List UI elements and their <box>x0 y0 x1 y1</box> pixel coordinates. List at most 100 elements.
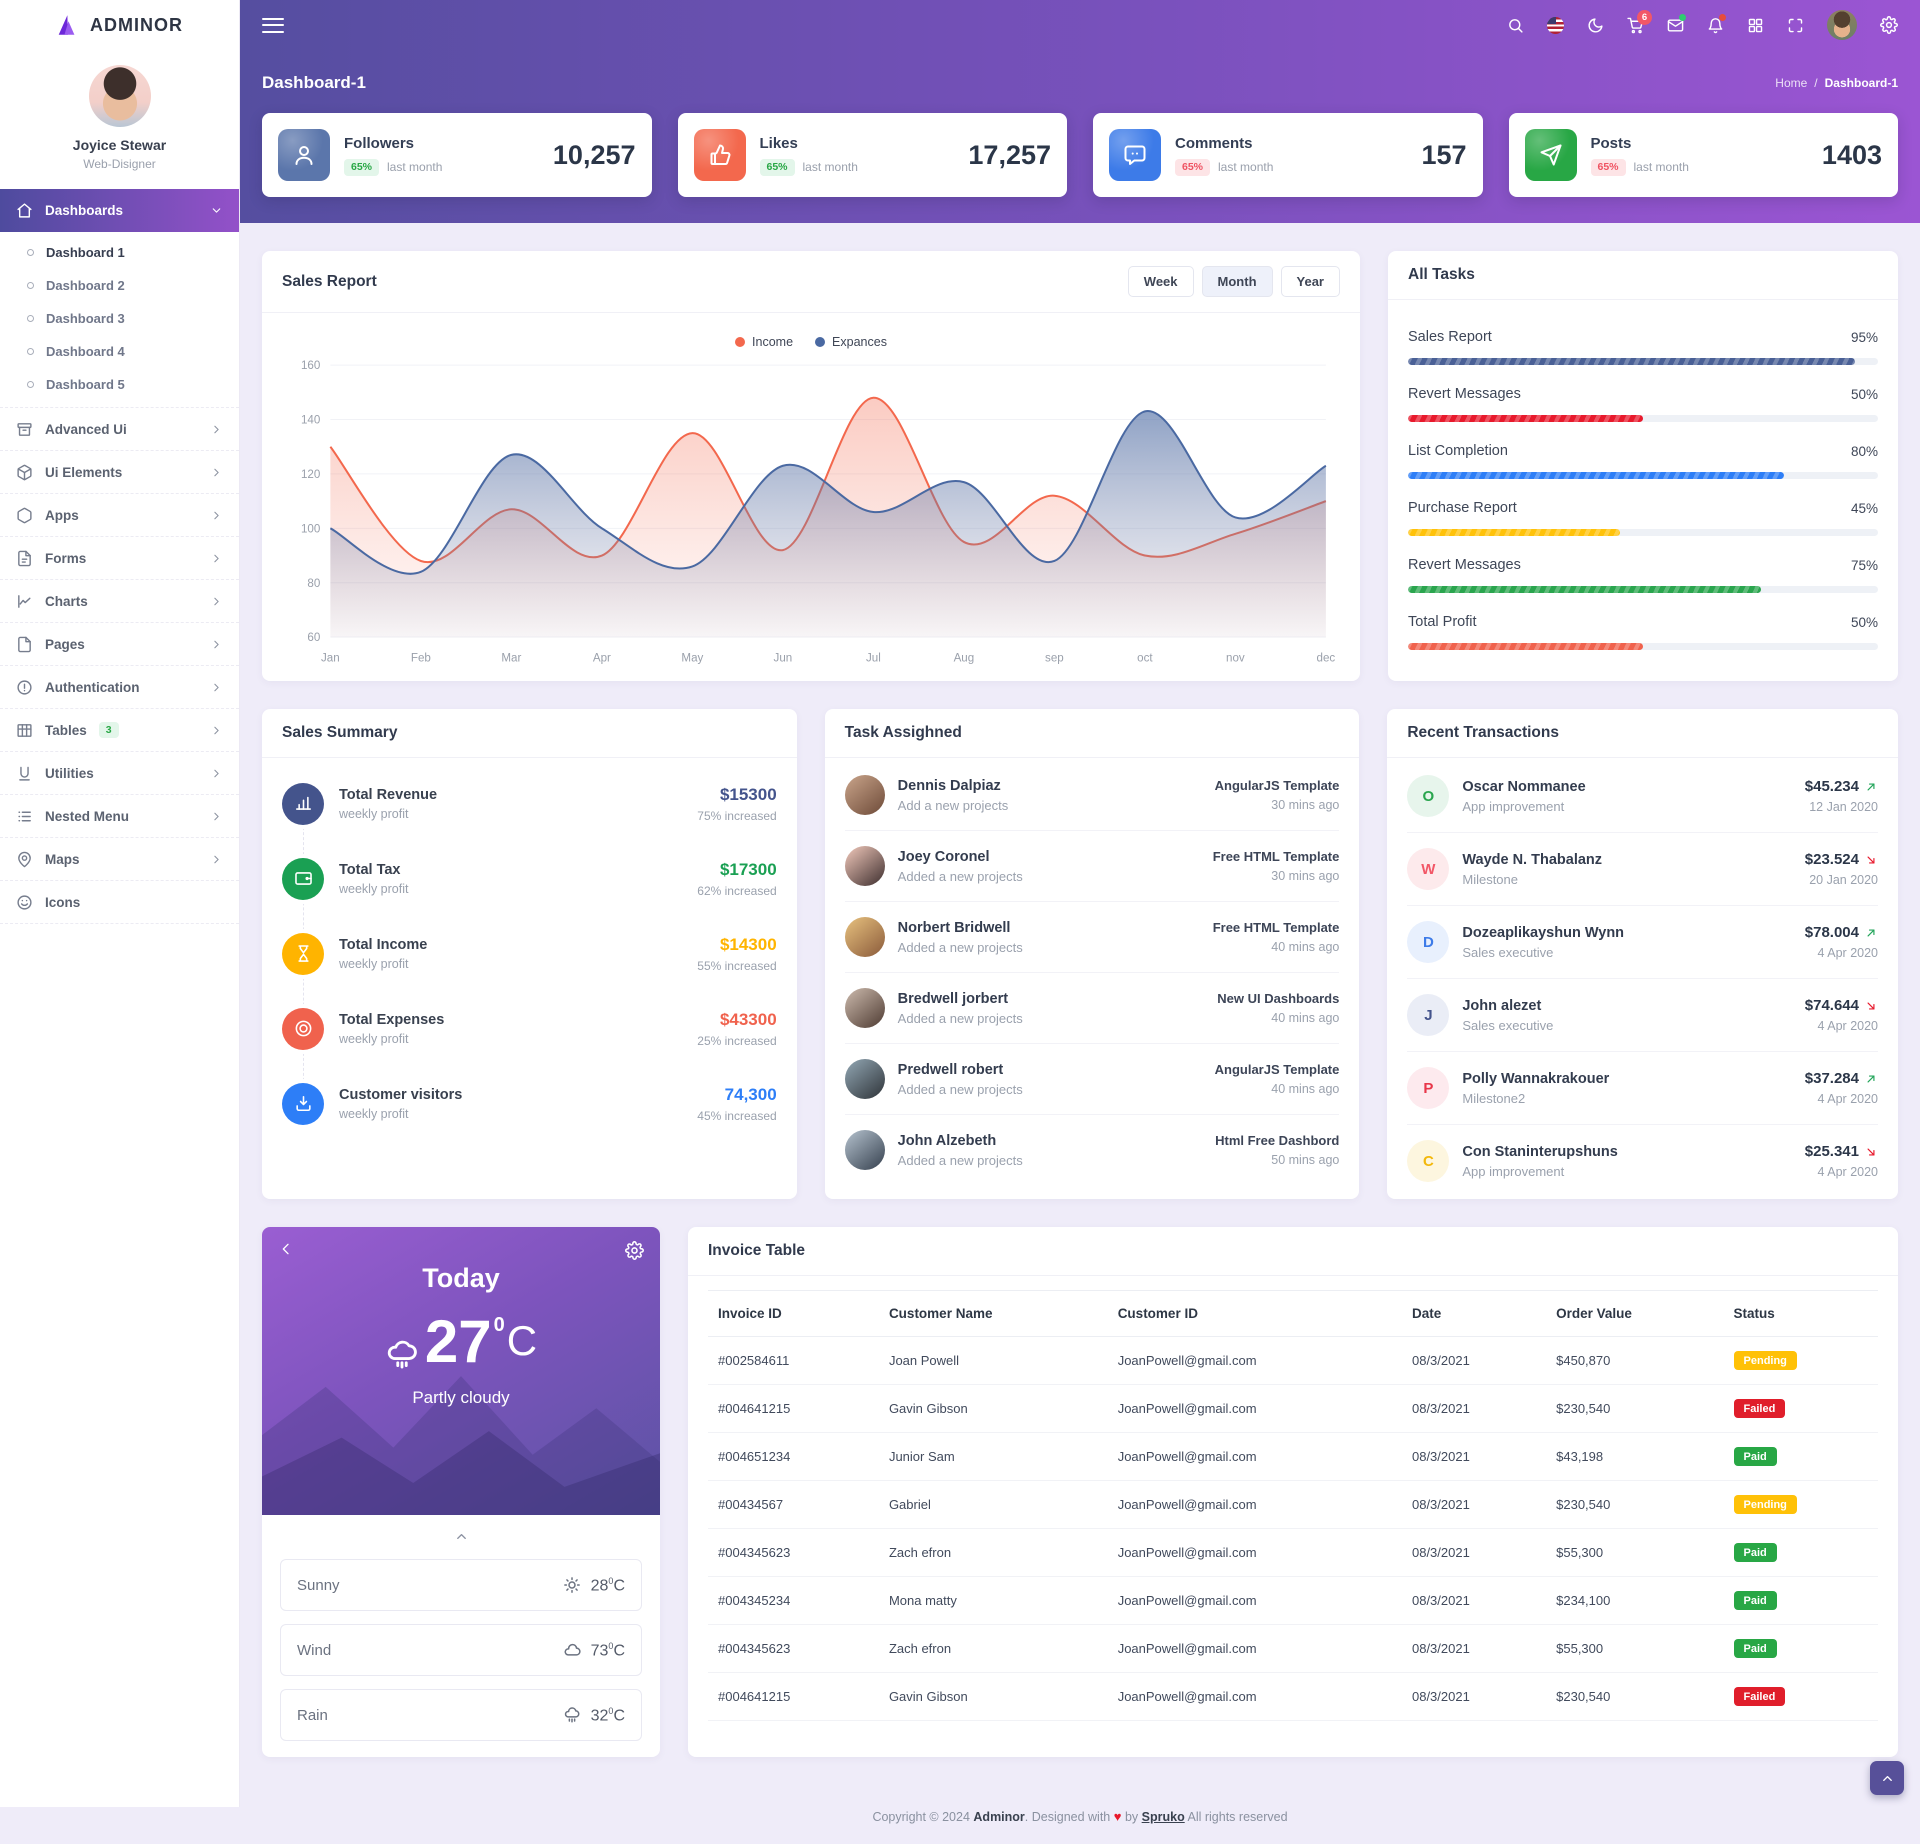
sidebar-item-utilities[interactable]: Utilities <box>0 752 239 795</box>
weather-card: Today 27 0 C Partly cloudy Sunny 280C Wi… <box>262 1227 660 1757</box>
tab-month[interactable]: Month <box>1202 266 1273 297</box>
tab-week[interactable]: Week <box>1128 266 1194 297</box>
stats-row: Followers 65% last month 10,257 Likes 65… <box>240 113 1920 197</box>
task-percent: 75% <box>1851 558 1878 573</box>
sidebar-item-forms[interactable]: Forms <box>0 537 239 580</box>
list-item-oscar-nommanee[interactable]: O Oscar Nommanee App improvement $45.234… <box>1407 760 1878 833</box>
sidebar-item-dashboard-4[interactable]: Dashboard 4 <box>0 335 239 368</box>
svg-text:Jun: Jun <box>774 652 793 664</box>
stat-card-followers: Followers 65% last month 10,257 <box>262 113 652 197</box>
sidebar-item-label: Advanced Ui <box>45 422 127 437</box>
stat-note: last month <box>387 160 442 174</box>
summary-item-total-income: Total Income weekly profit $14300 55% in… <box>282 916 777 991</box>
sidebar-item-dashboard-2[interactable]: Dashboard 2 <box>0 269 239 302</box>
maximize-icon[interactable] <box>1787 17 1804 34</box>
person-name: Wayde N. Thabalanz <box>1462 852 1602 868</box>
progress-bar <box>1408 472 1878 479</box>
sidebar-item-nested-menu[interactable]: Nested Menu <box>0 795 239 838</box>
send-icon <box>1525 129 1577 181</box>
mail-icon[interactable] <box>1667 17 1684 34</box>
gear-icon[interactable] <box>1880 16 1898 34</box>
progress-bar <box>1408 415 1878 422</box>
sidebar-item-advanced-ui[interactable]: Advanced Ui <box>0 408 239 451</box>
stat-note: last month <box>1218 160 1273 174</box>
notification-dot <box>1719 14 1726 21</box>
sidebar-item-pages[interactable]: Pages <box>0 623 239 666</box>
sidebar-item-icons[interactable]: Icons <box>0 881 239 924</box>
smile-icon <box>16 894 33 911</box>
sidebar-item-dashboards[interactable]: Dashboards <box>0 189 239 232</box>
cart-icon[interactable]: 6 <box>1627 17 1644 34</box>
table-cell: Gavin Gibson <box>879 1385 1108 1433</box>
avatar[interactable] <box>1827 10 1857 40</box>
stat-note: last month <box>803 160 858 174</box>
list-item-joey-coronel[interactable]: Joey Coronel Added a new projects Free H… <box>845 831 1340 902</box>
grid-icon[interactable] <box>1747 17 1764 34</box>
person-name: Joey Coronel <box>898 849 1023 865</box>
footer-owner-link[interactable]: Spruko <box>1142 1810 1185 1824</box>
recent-transactions-title: Recent Transactions <box>1407 724 1559 742</box>
sidebar-item-ui-elements[interactable]: Ui Elements <box>0 451 239 494</box>
list-item-john-alezet[interactable]: J John alezet Sales executive $74.644 4 … <box>1407 979 1878 1052</box>
list-item-dozeaplikayshun-wynn[interactable]: D Dozeaplikayshun Wynn Sales executive $… <box>1407 906 1878 979</box>
task-progress-revert-messages: Revert Messages 75% <box>1408 557 1878 593</box>
chevron-up-icon[interactable] <box>454 1529 469 1544</box>
user-block: Joyice Stewar Web-Disigner <box>0 50 239 189</box>
rain-cloud-icon <box>385 1338 419 1372</box>
chevron-right-icon <box>210 552 223 565</box>
moon-icon[interactable] <box>1587 17 1604 34</box>
sidebar-item-maps[interactable]: Maps <box>0 838 239 881</box>
bell-icon[interactable] <box>1707 17 1724 34</box>
sidebar-item-authentication[interactable]: Authentication <box>0 666 239 709</box>
list-item-wayde-n-thabalanz[interactable]: W Wayde N. Thabalanz Milestone $23.524 2… <box>1407 833 1878 906</box>
table-cell: JoanPowell@gmail.com <box>1108 1577 1402 1625</box>
tab-year[interactable]: Year <box>1281 266 1340 297</box>
table-cell: $230,540 <box>1546 1673 1723 1721</box>
summary-value: $17300 <box>697 860 776 880</box>
sidebar-item-dashboard-5[interactable]: Dashboard 5 <box>0 368 239 401</box>
language-flag-icon[interactable] <box>1547 17 1564 34</box>
target-icon <box>282 1008 324 1050</box>
sidebar-item-apps[interactable]: Apps <box>0 494 239 537</box>
table-cell: Gavin Gibson <box>879 1673 1108 1721</box>
column-header-date: Date <box>1402 1291 1546 1337</box>
progress-bar <box>1408 643 1878 650</box>
sidebar-item-tables[interactable]: Tables 3 <box>0 709 239 752</box>
list-item-polly-wannakrakouer[interactable]: P Polly Wannakrakouer Milestone2 $37.284… <box>1407 1052 1878 1125</box>
svg-text:140: 140 <box>301 415 320 427</box>
sidebar-item-dashboard-3[interactable]: Dashboard 3 <box>0 302 239 335</box>
chevron-right-icon <box>210 595 223 608</box>
scroll-to-top-button[interactable] <box>1870 1761 1904 1795</box>
message-icon <box>1109 129 1161 181</box>
sidebar-item-charts[interactable]: Charts <box>0 580 239 623</box>
app-logo[interactable]: ADMINOR <box>0 0 239 50</box>
map-pin-icon <box>16 851 33 868</box>
list-item-con-staninterupshuns[interactable]: C Con Staninterupshuns App improvement $… <box>1407 1125 1878 1197</box>
column-header-customer-name: Customer Name <box>879 1291 1108 1337</box>
search-icon[interactable] <box>1507 17 1524 34</box>
breadcrumb-home-link[interactable]: Home <box>1775 76 1807 90</box>
footer: Copyright © 2024 Adminor. Designed with … <box>262 1785 1898 1844</box>
chevron-right-icon <box>210 767 223 780</box>
table-cell: JoanPowell@gmail.com <box>1108 1673 1402 1721</box>
chevron-left-icon[interactable] <box>278 1241 294 1257</box>
summary-subtitle: weekly profit <box>339 1032 444 1046</box>
all-tasks-list: Sales Report 95% Revert Messages 50% Lis… <box>1388 300 1898 670</box>
sidebar-item-dashboard-1[interactable]: Dashboard 1 <box>0 236 239 269</box>
person-action: Add a new projects <box>898 798 1009 813</box>
list-item-bredwell-jorbert[interactable]: Bredwell jorbert Added a new projects Ne… <box>845 973 1340 1044</box>
list-item-john-alzebeth[interactable]: John Alzebeth Added a new projects Html … <box>845 1115 1340 1185</box>
sidebar-badge: 3 <box>99 722 119 738</box>
avatar <box>845 1059 885 1099</box>
menu-toggle-icon[interactable] <box>262 13 284 37</box>
task-progress-revert-messages: Revert Messages 50% <box>1408 386 1878 422</box>
list-item-predwell-robert[interactable]: Predwell robert Added a new projects Ang… <box>845 1044 1340 1115</box>
list-item-dennis-dalpiaz[interactable]: Dennis Dalpiaz Add a new projects Angula… <box>845 760 1340 831</box>
weather-settings-icon[interactable] <box>625 1241 644 1260</box>
list-item-norbert-bridwell[interactable]: Norbert Bridwell Added a new projects Fr… <box>845 902 1340 973</box>
table-cell: 08/3/2021 <box>1402 1337 1546 1385</box>
user-icon <box>278 129 330 181</box>
task-assigned-card: Task Assighned Dennis Dalpiaz Add a new … <box>825 709 1360 1199</box>
